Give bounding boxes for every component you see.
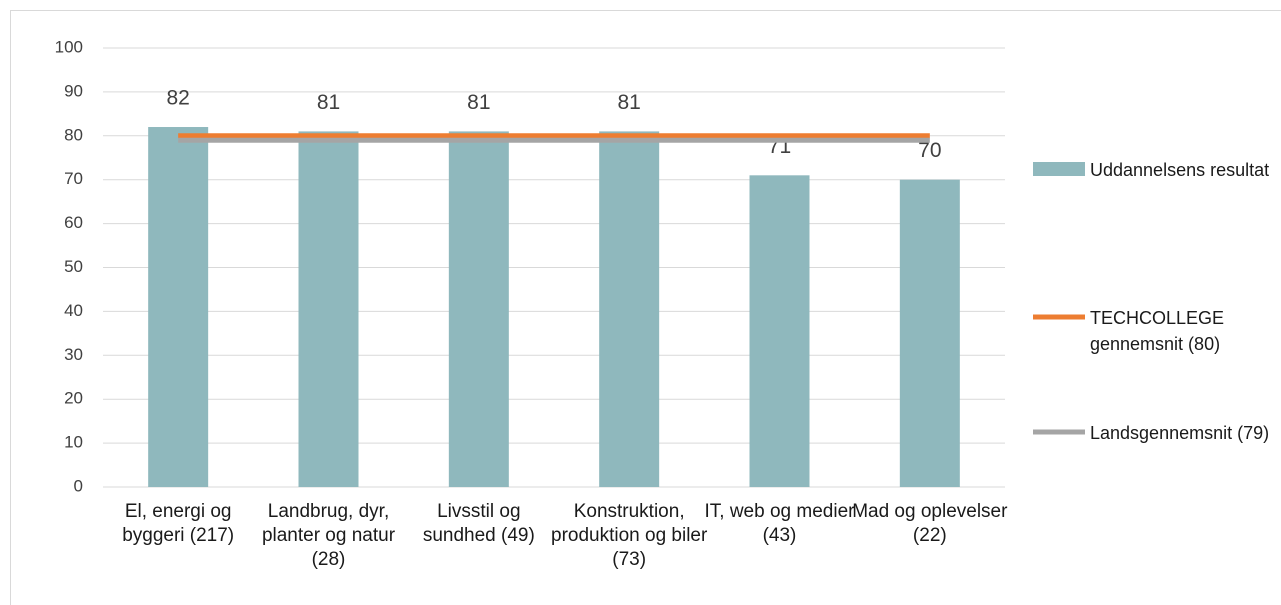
y-tick-label: 30 (64, 345, 83, 364)
data-label: 70 (918, 139, 941, 162)
legend-label: TECHCOLLEGE gennemsnit (80) (1090, 308, 1225, 354)
x-tick-label: Konstruktion, produktion og biler (73) (551, 501, 708, 570)
x-tick-label: Livsstil og sundhed (49) (422, 501, 535, 546)
y-tick-label: 70 (64, 169, 83, 188)
data-label: 81 (617, 91, 640, 114)
data-label: 81 (467, 91, 490, 114)
x-tick-label: Landbrug, dyr, planter og natur (28) (261, 501, 396, 570)
x-tick-label: IT, web og medier (43) (704, 501, 855, 546)
legend-label: Uddannelsens resultat (1090, 160, 1270, 180)
y-tick-label: 50 (64, 257, 83, 276)
y-tick-label: 0 (74, 476, 83, 495)
data-label: 81 (317, 91, 340, 114)
legend-swatch (1033, 162, 1085, 176)
y-tick-label: 40 (64, 301, 83, 320)
x-tick-label: Mad og oplevelser (22) (852, 501, 1008, 546)
bar (448, 131, 509, 487)
x-tick-label: El, energi og byggeri (217) (122, 501, 235, 546)
data-label: 82 (166, 87, 189, 110)
y-tick-label: 90 (64, 81, 83, 100)
y-tick-label: 80 (64, 125, 83, 144)
bar (599, 131, 660, 487)
y-tick-label: 100 (55, 37, 83, 56)
legend-label: Landsgennemsnit (79) (1090, 423, 1270, 443)
y-tick-label: 10 (64, 433, 83, 452)
bar (298, 131, 359, 487)
y-tick-label: 20 (64, 389, 83, 408)
y-tick-label: 60 (64, 213, 83, 232)
bar (749, 175, 810, 487)
bar (899, 179, 960, 487)
bar (148, 127, 209, 488)
chart-border (10, 10, 1281, 605)
